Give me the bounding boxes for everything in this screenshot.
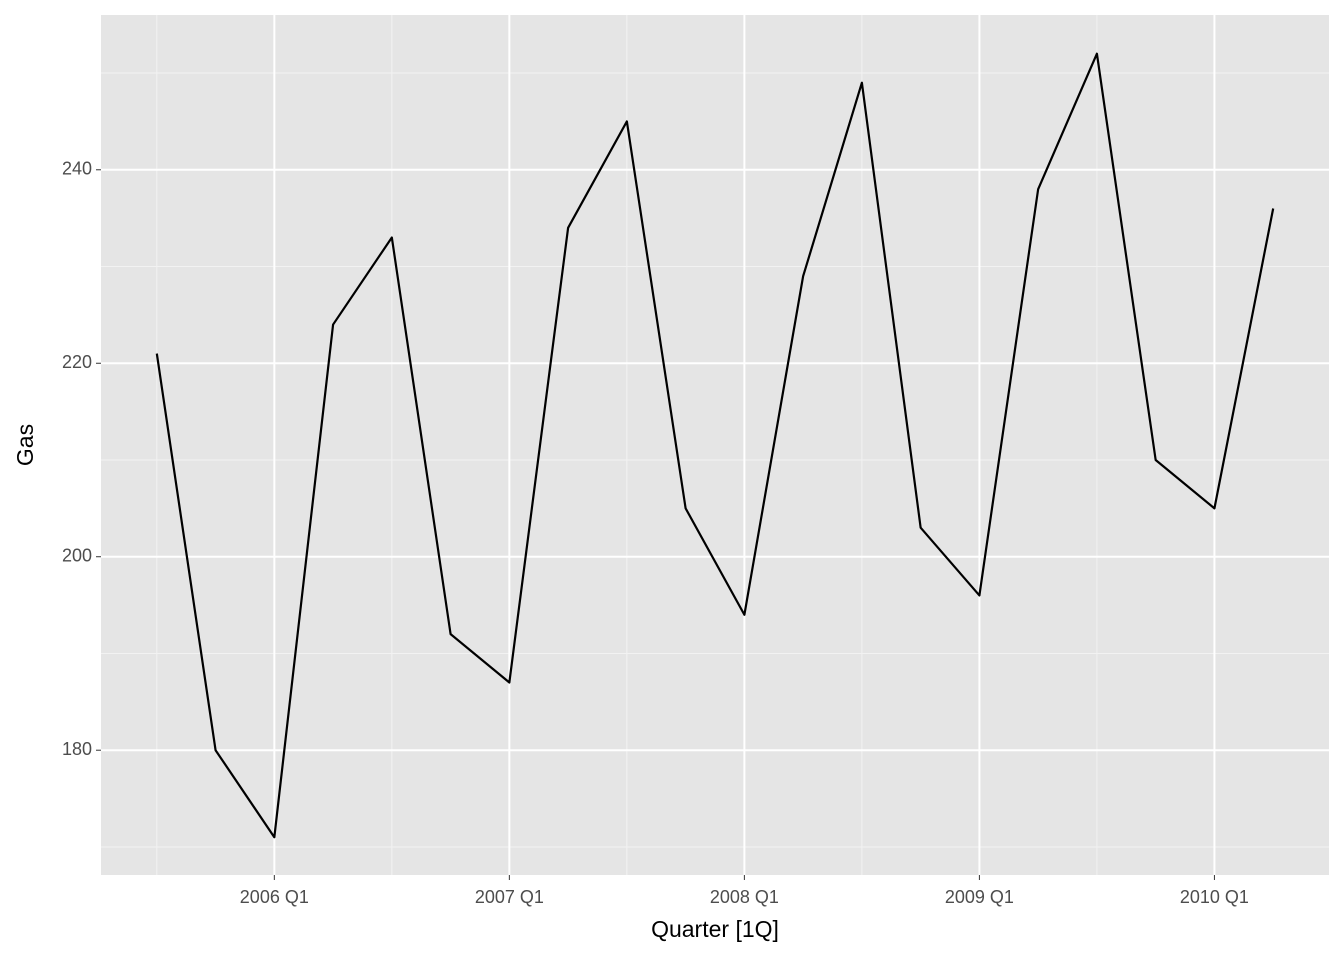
y-tick-label: 240 (62, 159, 92, 179)
y-axis-title: Gas (12, 424, 38, 466)
x-axis-title: Quarter [1Q] (651, 916, 779, 942)
x-tick-label: 2010 Q1 (1180, 887, 1249, 907)
x-tick-label: 2006 Q1 (240, 887, 309, 907)
x-tick-label: 2007 Q1 (475, 887, 544, 907)
panel (101, 15, 1329, 875)
x-tick-label: 2009 Q1 (945, 887, 1014, 907)
y-tick-label: 220 (62, 352, 92, 372)
data-line (155, 52, 1275, 839)
x-tick-label: 2008 Q1 (710, 887, 779, 907)
y-tick-label: 200 (62, 545, 92, 565)
y-tick-label: 180 (62, 739, 92, 759)
